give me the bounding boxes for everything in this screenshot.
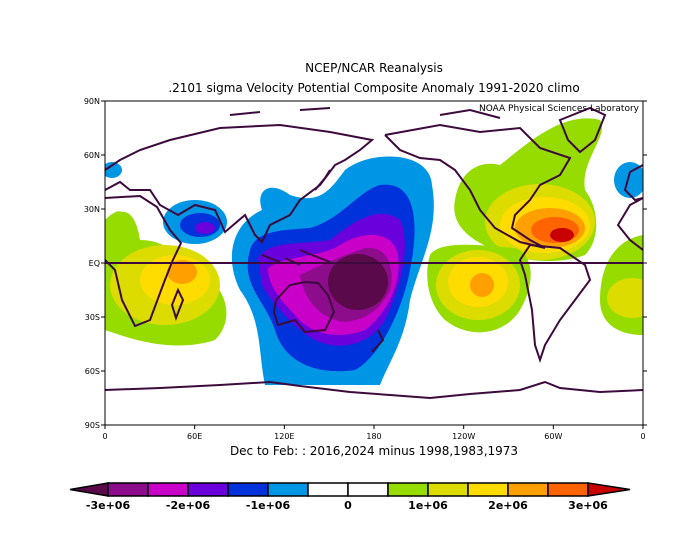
madagascar: [170, 287, 185, 322]
colorbar-label: 3e+06: [568, 499, 608, 512]
x-tick-label: 120E: [274, 432, 294, 441]
y-tick-label: 60N: [84, 151, 100, 160]
anomaly-field: [105, 118, 643, 385]
chart-subtitle: .2101 sigma Velocity Potential Composite…: [168, 81, 579, 95]
west-africa-coast: [616, 197, 643, 251]
carib-pos-core: [550, 228, 574, 242]
colorbar-swatch: [387, 482, 429, 497]
x-tick-label: 60W: [544, 432, 562, 441]
colorbar-swatch: [467, 482, 509, 497]
colorbar-swatch: [307, 482, 349, 497]
y-tick-label: 60S: [85, 367, 100, 376]
y-tick-label: 90N: [84, 97, 100, 106]
x-tick-label: 120W: [452, 432, 475, 441]
satl-pos-2: [607, 278, 643, 318]
greenland: [558, 106, 607, 154]
colorbar-label: 0: [344, 499, 352, 512]
y-tick-label: EQ: [89, 259, 100, 268]
x-tick-label: 0: [640, 432, 645, 441]
south-america-coast: [518, 243, 592, 364]
eurasia-coast: [105, 123, 375, 244]
colorbar-swatch: [547, 482, 589, 497]
colorbar-label: 2e+06: [488, 499, 528, 512]
north-america-coast: [384, 123, 572, 249]
x-tick-label: 0: [102, 432, 107, 441]
credit-label: NOAA Physical Sciences Laboratory: [479, 104, 640, 114]
colorbar-swatch: [107, 482, 149, 497]
colorbar: -3e+06 -2e+06 -1e+06 0 1e+06 2e+06 3e+06: [69, 482, 631, 512]
colorbar-max-arrow: [587, 482, 631, 497]
colorbar-swatch: [227, 482, 269, 497]
left-edge-pos: [105, 211, 129, 250]
y-tick-label: 90S: [85, 421, 100, 430]
x-axis: 0 60E 120E 180 120W 60W 0: [102, 425, 646, 441]
arctic-islands: [229, 107, 501, 119]
colorbar-swatch: [147, 482, 189, 497]
colorbar-swatch: [427, 482, 469, 497]
y-axis: 90N 60N 30N EQ 30S 60S 90S: [84, 97, 647, 430]
africa-pos-4: [167, 260, 197, 284]
new-zealand: [371, 329, 385, 353]
antarctica-coast: [105, 380, 643, 400]
arabia-neg-3: [195, 222, 215, 234]
y-tick-label: 30N: [84, 205, 100, 214]
colorbar-label: 1e+06: [408, 499, 448, 512]
coastlines: [105, 106, 643, 400]
europe-west-coast: [623, 164, 643, 202]
chart-title: NCEP/NCAR Reanalysis: [305, 61, 443, 75]
colorbar-swatch: [187, 482, 229, 497]
natl-neg: [614, 162, 643, 198]
colorbar-label: -2e+06: [166, 499, 211, 512]
contour-neg-core: [328, 254, 388, 310]
epac-pos-4: [470, 273, 494, 297]
colorbar-label: -3e+06: [86, 499, 131, 512]
africa-coast: [105, 194, 183, 328]
japan: [314, 169, 331, 191]
x-tick-label: 180: [366, 432, 381, 441]
australia-coast: [272, 280, 336, 334]
colorbar-swatch: [267, 482, 309, 497]
colorbar-swatch: [347, 482, 389, 497]
x-axis-label: Dec to Feb: : 2016,2024 minus 1998,1983,…: [230, 444, 518, 458]
colorbar-min-arrow: [69, 482, 109, 497]
colorbar-label: -1e+06: [246, 499, 291, 512]
y-tick-label: 30S: [85, 313, 100, 322]
colorbar-swatch: [507, 482, 549, 497]
x-tick-label: 60E: [187, 432, 202, 441]
